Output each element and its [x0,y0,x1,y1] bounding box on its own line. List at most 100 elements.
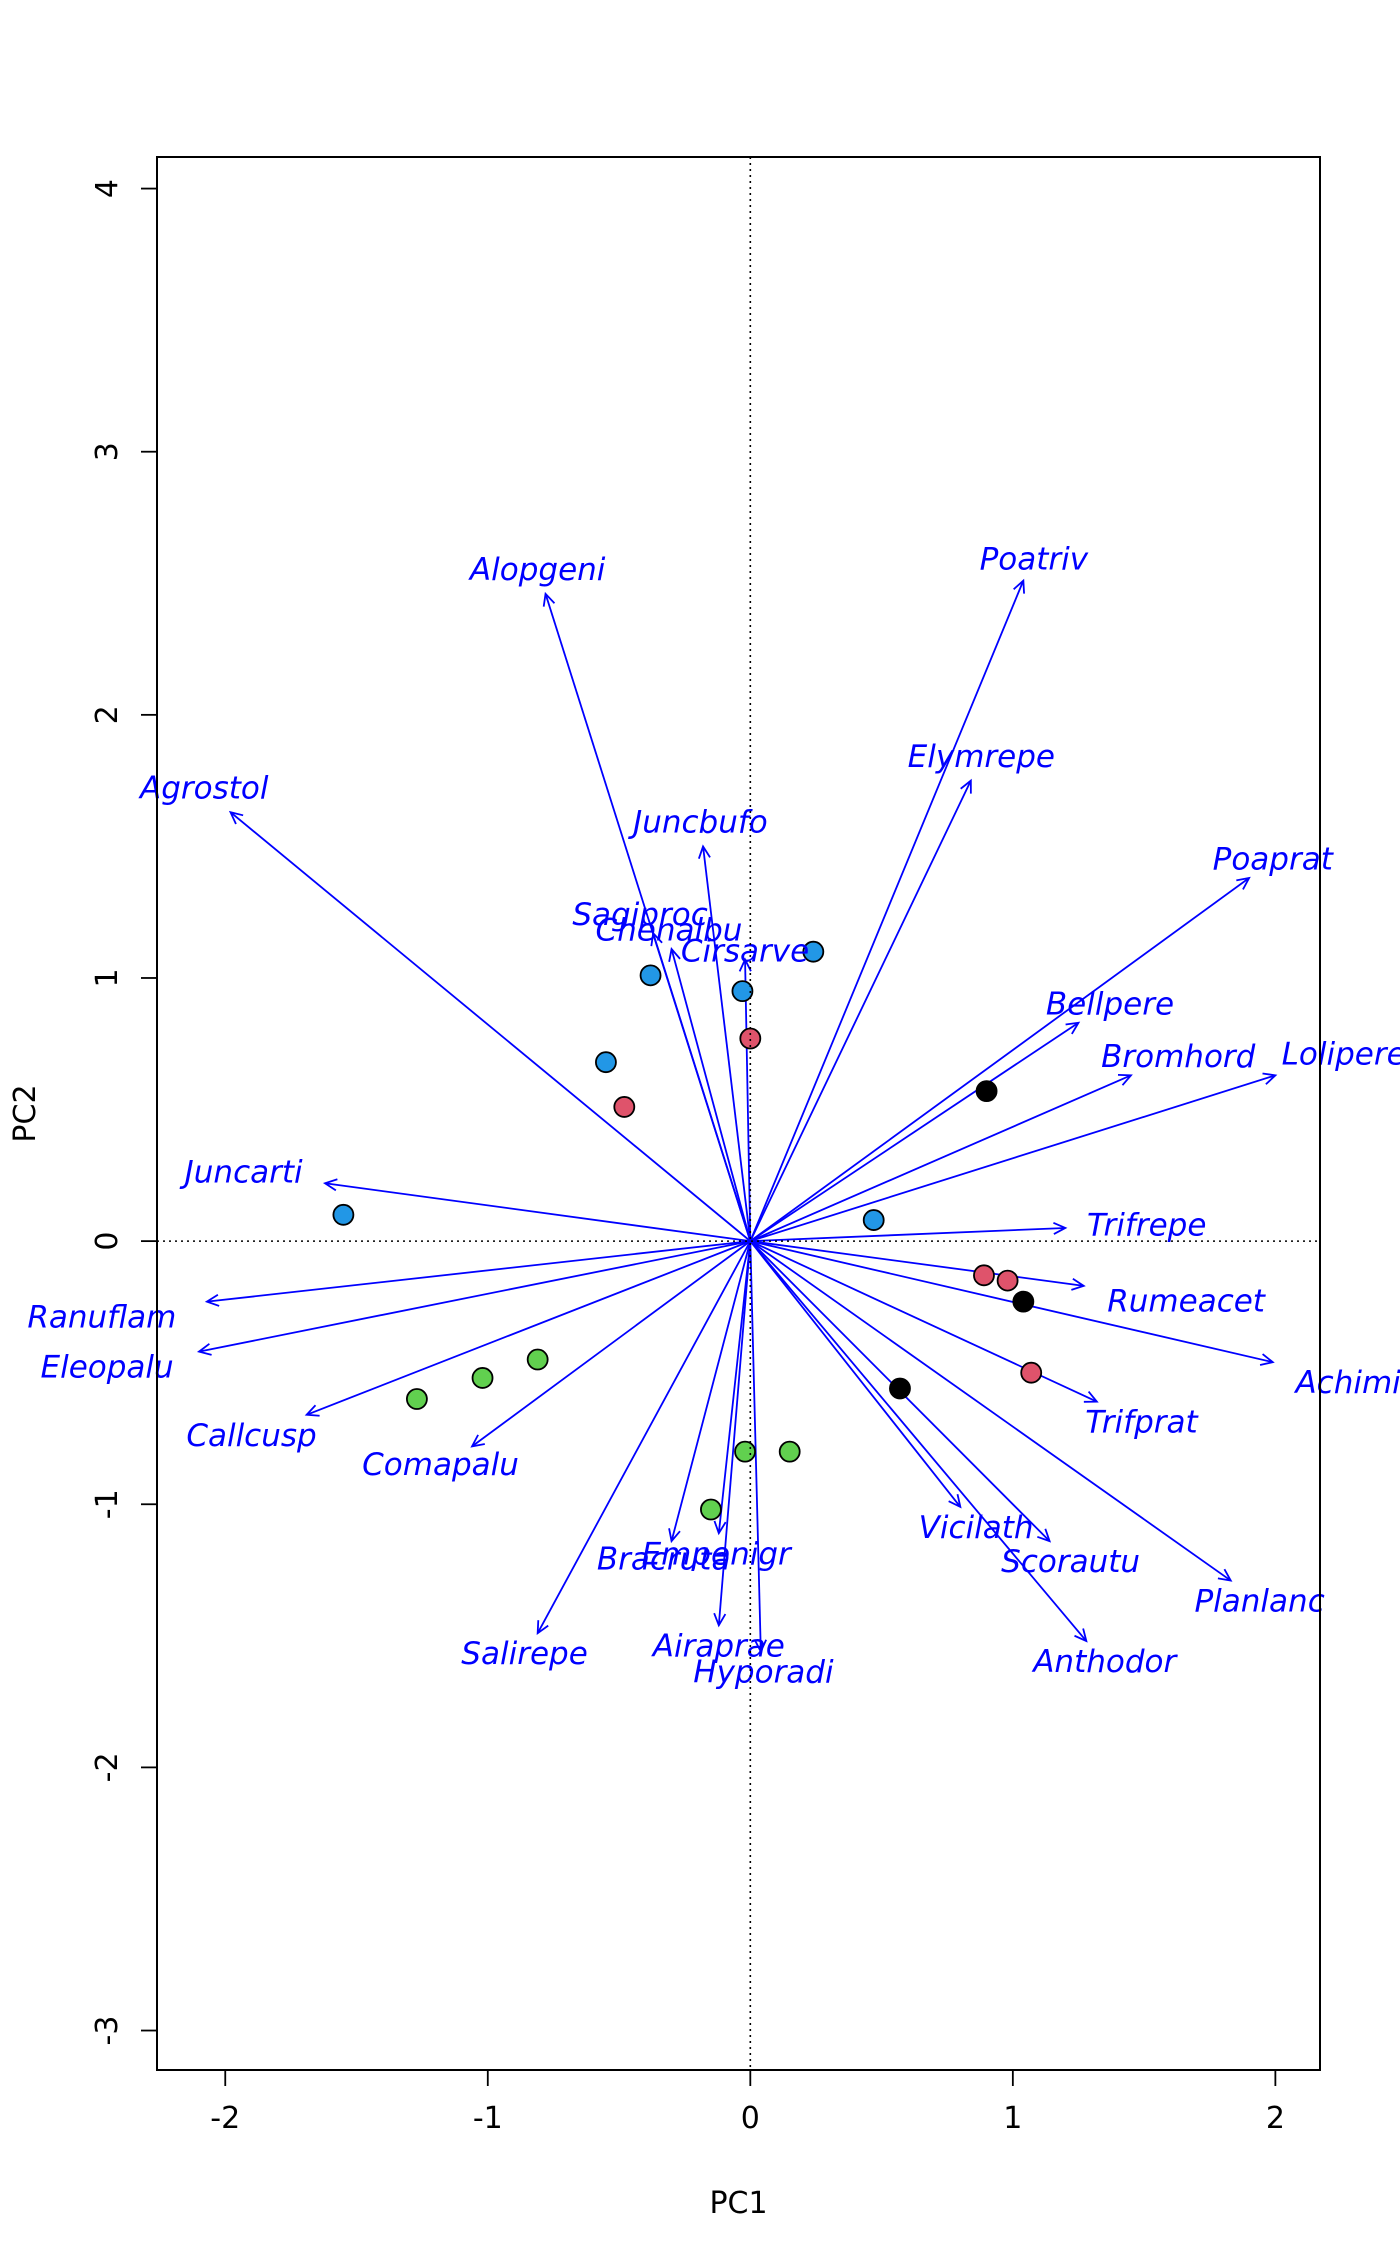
arrowhead-poatriv [1013,578,1025,594]
arrowhead-callcusp [304,1404,320,1417]
arrowhead-elymrepe [960,778,972,794]
species-label-cirsarve: Cirsarve [681,934,809,970]
x-tick-label: -1 [473,2101,503,2136]
species-label-comapalu: Comapalu [362,1447,519,1483]
y-tick-label: 0 [90,1232,125,1251]
x-tick-label: 0 [741,2101,760,2136]
species-label-salirepe: Salirepe [461,1636,587,1672]
loading-arrow-rumeacet [750,1240,1084,1287]
score-point-green [734,1440,756,1463]
arrowhead-empenigr [713,1520,727,1536]
arrowhead-hyporadi [754,1639,767,1654]
arrowhead-rumeacet [1071,1277,1086,1291]
species-label-poaprat: Poaprat [1213,842,1335,878]
species-label-vicilath: Vicilath [919,1510,1034,1546]
arrowhead-sagiproc [650,931,663,947]
species-label-lolipere: Lolipere [1282,1036,1400,1072]
species-labels: Alopgeni Poatriv Agrostol Elymrepe Juncbufo P… [27,542,1400,1691]
arrowhead-agrostol [228,810,244,825]
loading-arrow-juncbufo [702,846,752,1242]
score-points [332,940,1043,1521]
score-point-blue [862,1209,885,1231]
species-label-chenalbu: Chenalbu [595,913,742,949]
arrowhead-comapalu [470,1434,485,1448]
species-label-juncbufo: Juncbufo [627,805,768,841]
arrowhead-poaprat [1236,876,1251,890]
score-point-green [526,1348,549,1371]
arrowhead-juncbufo [697,844,711,860]
score-point-blue [802,940,825,963]
loading-arrow-vicilath [749,1240,962,1508]
species-label-trifprat: Trifprat [1085,1405,1199,1441]
arrowhead-trifprat [1083,1391,1099,1403]
score-point-black [889,1377,911,1400]
arrowhead-chenalbu [668,947,681,962]
arrowhead-anthodor [1074,1628,1088,1643]
loading-arrow-cirsarve [744,959,752,1242]
arrowhead-eleopalu [196,1343,212,1356]
arrowhead-vicilath [948,1494,962,1509]
arrowhead-juncarti [322,1178,338,1192]
y-tick-label: -2 [90,1752,125,1782]
x-axis-title: PC1 [709,2186,767,2221]
species-label-anthodor: Anthodor [1031,1644,1178,1680]
loading-arrow-hyporadi [749,1241,762,1652]
loading-arrow-poatriv [749,580,1025,1242]
species-label-hyporadi: Hyporadi [693,1655,834,1691]
y-tick-label: 1 [90,968,125,987]
loading-arrow-salirepe [536,1240,752,1634]
loading-arrow-anthodor [749,1240,1088,1642]
arrowhead-bromhord [1117,1073,1133,1086]
loading-arrow-elymrepe [749,780,972,1242]
species-label-sagiproc: Sagiproc [572,897,707,933]
score-point-black [1012,1290,1035,1313]
loading-arrow-achimill [750,1240,1273,1364]
species-label-rumeacet: Rumeacet [1107,1284,1267,1320]
score-point-green [778,1440,801,1463]
x-tick-label: -2 [210,2101,240,2136]
y-tick-label: 2 [90,705,125,724]
arrowhead-planlanc [1217,1568,1233,1582]
arrowhead-alopgeni [542,591,556,607]
loading-arrow-callcusp [306,1240,751,1416]
loading-arrow-sagiproc [652,932,752,1242]
species-label-scorautu: Scorautu [1001,1544,1140,1580]
species-label-bellpere: Bellpere [1046,986,1174,1022]
y-tick-label: 3 [90,442,125,461]
arrowhead-salirepe [536,1620,549,1636]
arrowhead-bellpere [1065,1021,1081,1035]
y-tick-label: -1 [90,1489,125,1519]
score-point-red [996,1269,1019,1292]
loading-arrow-bracruta [670,1240,752,1542]
species-label-poatriv: Poatriv [980,542,1089,578]
species-label-bromhord: Bromhord [1101,1039,1256,1075]
arrowhead-achimill [1259,1353,1275,1366]
score-point-blue [731,980,754,1003]
score-point-green [700,1498,722,1521]
loading-arrow-comapalu [471,1240,751,1448]
score-point-red [973,1264,995,1287]
loading-arrow-planlanc [749,1240,1232,1582]
loading-arrow-airaprae [717,1241,752,1626]
y-axis-title: PC2 [8,1084,43,1142]
y-tick-label: -3 [90,2016,125,2046]
arrowhead-trifrepe [1053,1221,1068,1235]
score-point-blue [639,964,662,987]
plot-frame [156,156,1321,2071]
arrowhead-airaprae [713,1612,727,1628]
species-label-bracruta: Bracruta [597,1542,731,1578]
species-label-trifrepe: Trifrepe [1087,1207,1206,1243]
species-label-callcusp: Callcusp [186,1418,316,1454]
loading-arrow-agrostol [229,811,751,1242]
species-label-airaprae: Airaprae [651,1628,785,1664]
score-point-red [613,1096,636,1118]
arrowhead-cirsarve [738,957,752,972]
species-label-agrostol: Agrostol [138,771,269,807]
arrowhead-scorautu [1037,1528,1052,1543]
loading-arrow-bromhord [749,1074,1132,1242]
score-point-blue [595,1051,617,1074]
loading-arrow-lolipere [750,1074,1276,1242]
loading-arrows [196,578,1278,1654]
species-label-empenigr: Empenigr [642,1536,793,1572]
species-label-juncarti: Juncarti [179,1155,303,1191]
